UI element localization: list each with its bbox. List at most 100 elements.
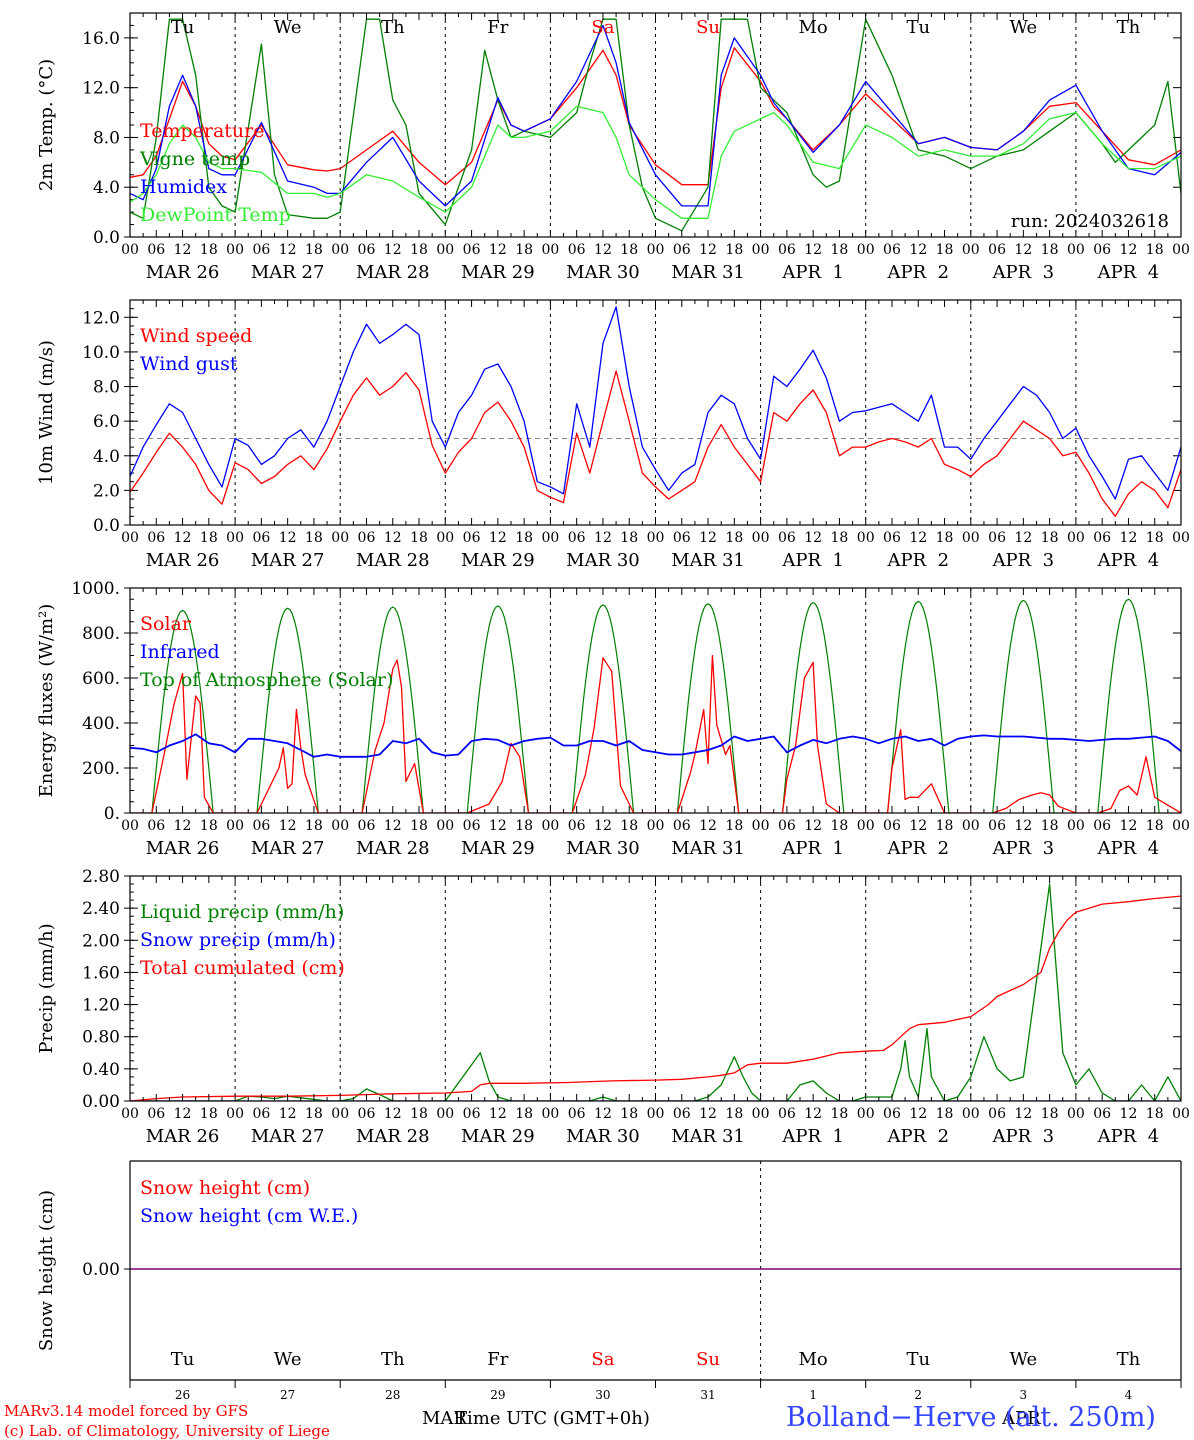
precip-date-label: APR 4 (1097, 1126, 1160, 1147)
energy-hour-label: 12 (699, 818, 717, 834)
precip-hour-label: 06 (988, 1106, 1006, 1122)
wind-ytick-label: 12.0 (82, 308, 120, 328)
wind-ytick-label: 0.0 (93, 516, 120, 536)
snow-daynumber-label: 26 (175, 1388, 190, 1402)
temp-hour-label: 12 (489, 242, 507, 258)
temp-ytick-label: 0.0 (93, 228, 120, 248)
energy-hour-label: 06 (463, 818, 481, 834)
energy-hour-label: 06 (673, 818, 691, 834)
wind-hour-label: 00 (647, 530, 665, 546)
wind-hour-label: 18 (936, 530, 954, 546)
wind-hour-label: 12 (699, 530, 717, 546)
temp-date-label: APR 3 (992, 262, 1055, 283)
precip-hour-label: 18 (620, 1106, 638, 1122)
wind-hour-label: 18 (305, 530, 323, 546)
snow-legend-snow-height-cm: Snow height (cm) (140, 1177, 310, 1199)
energy-hour-label: 00 (436, 818, 454, 834)
energy-hour-label: 12 (804, 818, 822, 834)
temp-weekday-label: Th (1117, 17, 1141, 38)
energy-date-label: APR 2 (886, 838, 949, 859)
wind-date-label: MAR 27 (251, 550, 325, 571)
precip-hour-label: 18 (515, 1106, 533, 1122)
energy-hour-label: 00 (647, 818, 665, 834)
energy-hour-label: 18 (620, 818, 638, 834)
temp-date-label: MAR 29 (461, 262, 535, 283)
wind-date-label: MAR 26 (146, 550, 220, 571)
temp-hour-label: 18 (725, 242, 743, 258)
temp-panel: 0.0 4.0 8.0 12.0 16.0 Tu We Th Fr Sa Su Mo Tu We Th run… (36, 12, 1190, 283)
energy-hour-label: 18 (200, 818, 218, 834)
energy-hour-label: 06 (778, 818, 796, 834)
wind-ytick-label: 8.0 (93, 378, 120, 398)
temp-hour-label: 00 (1067, 242, 1085, 258)
temp-hour-label: 18 (831, 242, 849, 258)
wind-frame (129, 299, 1182, 526)
energy-ylabel: Energy fluxes (W/m²) (36, 604, 57, 798)
energy-date-label: APR 3 (992, 838, 1055, 859)
energy-hour-label: 12 (594, 818, 612, 834)
energy-hour-label: 06 (147, 818, 165, 834)
precip-hour-label: 06 (358, 1106, 376, 1122)
meteogram-panels: 0.04.08.012.016.0Tu We Th Fr Sa Su Mo Tu We Thrun… (36, 12, 1190, 1402)
energy-toa-curve (887, 600, 950, 813)
wind-date-label: MAR 29 (461, 550, 535, 571)
wind-hour-label: 18 (725, 530, 743, 546)
temp-ytick-label: 12.0 (82, 79, 120, 99)
energy-date-label: MAR 28 (356, 838, 430, 859)
temp-hour-label: 12 (279, 242, 297, 258)
temp-legend-dewpoint-temp: DewPoint Temp (140, 204, 291, 226)
temp-hour-label: 00 (226, 242, 244, 258)
energy-hour-label: 12 (384, 818, 402, 834)
temp-date-label: MAR 27 (251, 262, 325, 283)
wind-legend-wind-speed: Wind speed (140, 325, 252, 347)
energy-line-infrared (130, 733, 1181, 758)
temp-hour-label: 00 (121, 242, 139, 258)
snow-daynumber-label: 31 (700, 1388, 715, 1402)
precip-hour-label: 18 (1041, 1106, 1059, 1122)
precip-hour-label: 06 (463, 1106, 481, 1122)
energy-ytick-label: 600. (82, 669, 120, 689)
precip-ytick-label: 1.20 (82, 996, 120, 1016)
energy-date-label: MAR 30 (566, 838, 640, 859)
wind-date-label: APR 1 (781, 550, 844, 571)
temp-hour-label: 00 (857, 242, 875, 258)
energy-hour-label: 00 (331, 818, 349, 834)
precip-hour-label: 18 (725, 1106, 743, 1122)
snow-weekday-label: Su (696, 1349, 720, 1370)
temp-hour-label: 00 (541, 242, 559, 258)
temp-ytick-label: 4.0 (93, 178, 120, 198)
energy-hour-label: 18 (410, 818, 428, 834)
energy-ytick-label: 200. (82, 759, 120, 779)
energy-hour-label: 00 (962, 818, 980, 834)
energy-hour-label: 00 (1067, 818, 1085, 834)
energy-plot-area (130, 598, 1181, 813)
precip-hour-label: 18 (305, 1106, 323, 1122)
snow-daynumber-label: 30 (595, 1388, 610, 1402)
precip-hour-label: 06 (778, 1106, 796, 1122)
temp-hour-label: 06 (252, 242, 270, 258)
wind-hour-label: 12 (909, 530, 927, 546)
wind-ytick-label: 10.0 (82, 343, 120, 363)
precip-hour-label: 06 (252, 1106, 270, 1122)
energy-hour-label: 18 (725, 818, 743, 834)
temp-date-label: APR 1 (781, 262, 844, 283)
temp-legend-temperature: Temperature (140, 120, 264, 142)
precip-hour-label: 12 (909, 1106, 927, 1122)
temp-hour-label: 18 (1041, 242, 1059, 258)
snow-daynumber-label: 1 (809, 1388, 817, 1402)
energy-date-label: MAR 27 (251, 838, 325, 859)
energy-hour-label: 18 (1041, 818, 1059, 834)
temp-hour-label: 06 (463, 242, 481, 258)
snow-panel: 0.00 Tu We Th Fr Sa Su Mo Tu We Th 26 27 28 29 30 31 1 2 3 4… (36, 1160, 1182, 1402)
precip-hour-label: 12 (279, 1106, 297, 1122)
temp-weekday-label: Tu (171, 17, 195, 38)
energy-hour-label: 18 (1146, 818, 1164, 834)
wind-hour-label: 06 (673, 530, 691, 546)
wind-hour-label: 06 (252, 530, 270, 546)
energy-hour-label: 12 (1014, 818, 1032, 834)
energy-hour-label: 18 (936, 818, 954, 834)
snow-daynumber-label: 3 (1020, 1388, 1028, 1402)
precip-ytick-label: 2.40 (82, 899, 120, 919)
energy-hour-label: 12 (1120, 818, 1138, 834)
